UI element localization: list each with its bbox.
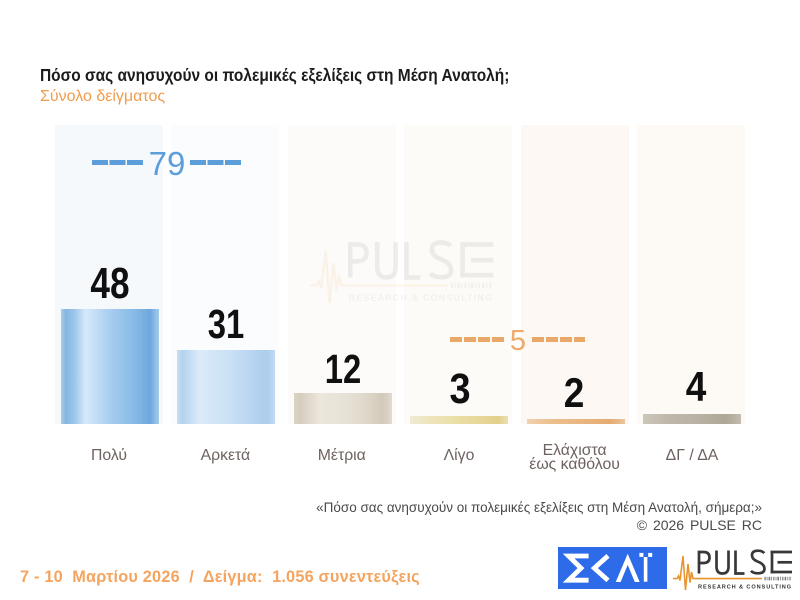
svg-text:RESEARCH & CONSULTING: RESEARCH & CONSULTING: [348, 293, 493, 303]
svg-text:RESEARCH & CONSULTING: RESEARCH & CONSULTING: [698, 585, 792, 591]
